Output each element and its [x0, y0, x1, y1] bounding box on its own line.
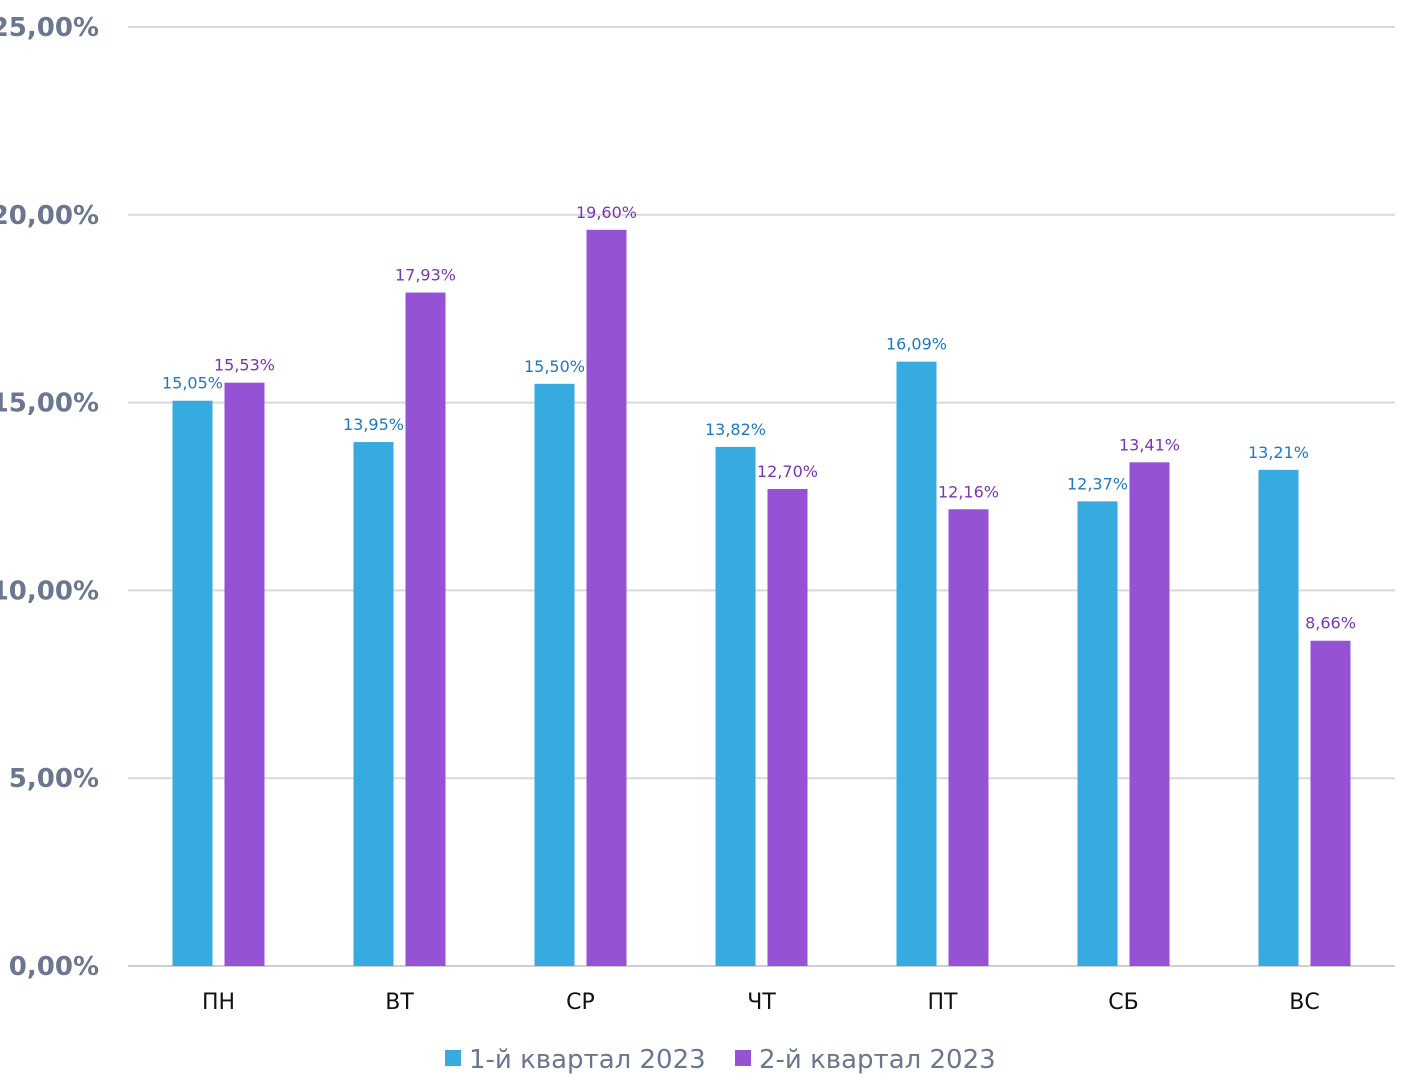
data-labels: 15,05%15,53% 13,95% 17,93% 15,50% 19,60% 13,8… — [162, 203, 1356, 633]
data-label: 13,95% — [343, 415, 404, 434]
data-label: 13,41% — [1119, 435, 1180, 454]
bar-2-4 — [767, 488, 808, 966]
data-label: 15,05% — [162, 374, 223, 393]
bar-2-2 — [405, 292, 446, 966]
bar-1-5 — [896, 361, 937, 966]
y-tick-label: 25,00% — [0, 13, 99, 43]
x-tick-label: СР — [566, 990, 595, 1015]
gridlines — [128, 26, 1395, 967]
bar-2-6 — [1129, 462, 1170, 966]
bar-2-3 — [586, 229, 627, 967]
x-tick-label: ПН — [202, 990, 235, 1015]
data-label: 13,82% — [705, 420, 766, 439]
x-tick-label: ЧТ — [747, 990, 776, 1015]
data-label: 15,53% — [214, 356, 275, 375]
bar-2-7 — [1310, 640, 1351, 966]
x-tick-label: ПТ — [928, 990, 959, 1015]
bar-1-2 — [353, 442, 394, 967]
data-label: 15,50% — [524, 357, 585, 376]
data-label: 12,70% — [757, 462, 818, 481]
y-tick-label: 0,00% — [9, 952, 99, 982]
bar-1-1 — [172, 400, 213, 966]
bar-2-5 — [948, 509, 989, 966]
x-tick-label: ВС — [1289, 990, 1319, 1015]
data-label: 13,21% — [1248, 443, 1309, 462]
data-label: 16,09% — [886, 335, 947, 354]
y-axis: 0,00% 5,00% 10,00% 15,00% 20,00% 25,00% — [0, 13, 99, 982]
legend-swatch — [445, 1050, 461, 1066]
data-label: 19,60% — [576, 203, 637, 222]
bar-1-7 — [1258, 469, 1299, 966]
legend-label: 2-й квартал 2023 — [759, 1045, 996, 1075]
legend-label: 1-й квартал 2023 — [469, 1045, 706, 1075]
bar-2-1 — [224, 382, 265, 966]
x-tick-label: ВТ — [385, 990, 414, 1015]
bar-1-4 — [715, 446, 756, 967]
data-label: 12,37% — [1067, 474, 1128, 493]
x-axis: ПН ВТ СР ЧТ ПТ СБ ВС — [202, 990, 1320, 1015]
y-tick-label: 5,00% — [9, 764, 99, 794]
bar-1-6 — [1077, 501, 1118, 966]
data-label: 8,66% — [1305, 614, 1356, 633]
y-tick-label: 15,00% — [0, 389, 99, 419]
y-tick-label: 20,00% — [0, 201, 99, 231]
x-tick-label: СБ — [1108, 990, 1138, 1015]
bars — [172, 229, 1351, 967]
legend-swatch — [735, 1050, 751, 1066]
y-tick-label: 10,00% — [0, 576, 99, 606]
data-label: 17,93% — [395, 266, 456, 285]
data-label: 12,16% — [938, 482, 999, 501]
legend: 1-й квартал 2023 2-й квартал 2023 — [445, 1045, 996, 1075]
bar-1-3 — [534, 383, 575, 966]
